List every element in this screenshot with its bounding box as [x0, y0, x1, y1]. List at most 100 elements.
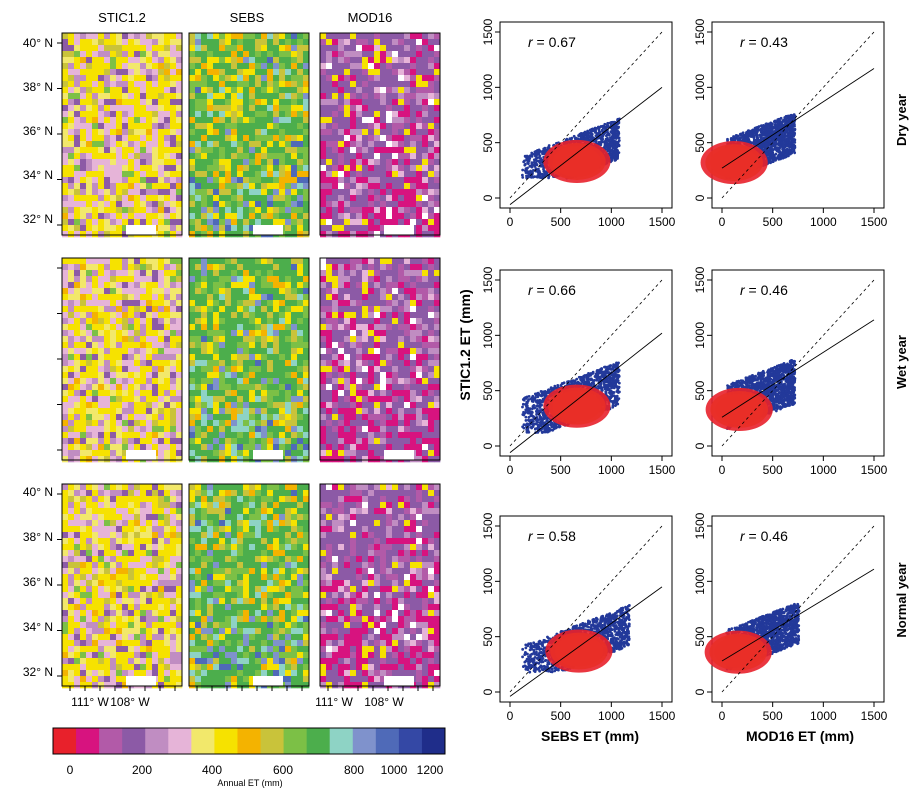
map-cell [86, 231, 93, 238]
map-cell [237, 372, 244, 379]
map-cell [338, 123, 345, 130]
map-cell [62, 93, 69, 100]
map-cell [68, 81, 75, 88]
map-cell [368, 420, 375, 427]
map-cell [374, 111, 381, 118]
map-cell [128, 111, 135, 118]
map-cell [86, 550, 93, 557]
map-cell [68, 652, 75, 659]
map-cell [86, 165, 93, 172]
map-cell [116, 69, 123, 76]
map-cell [356, 432, 363, 439]
map-cell [303, 426, 310, 433]
map-cell [213, 408, 220, 415]
map-cell [134, 318, 141, 325]
map-cell [74, 592, 81, 599]
map-cell [195, 57, 202, 64]
map-cell [176, 159, 183, 166]
map-cell [338, 402, 345, 409]
map-cell [68, 147, 75, 154]
map-cell [416, 231, 423, 238]
map-cell [80, 117, 87, 124]
map-cell [86, 484, 93, 491]
map-cell [416, 336, 423, 343]
map-cell [104, 550, 111, 557]
map-cell [170, 300, 177, 307]
map-cell [255, 348, 262, 355]
map-cell [243, 490, 250, 497]
map-cell [189, 81, 196, 88]
map-cell [116, 189, 123, 196]
map-cell [362, 81, 369, 88]
map-cell [267, 195, 274, 202]
map-cell [74, 282, 81, 289]
map-cell [92, 306, 99, 313]
map-cell [404, 324, 411, 331]
map-cell [189, 69, 196, 76]
map-cell [279, 87, 286, 94]
map-cell [392, 213, 399, 220]
map-cell [68, 580, 75, 587]
map-cell [410, 384, 417, 391]
map-cell [231, 532, 238, 539]
map-cell [243, 294, 250, 301]
map-cell [320, 444, 327, 451]
map-cell [92, 664, 99, 671]
map-cell [189, 354, 196, 361]
map-cell [279, 129, 286, 136]
map-cell [362, 123, 369, 130]
map-cell [62, 258, 69, 265]
map-cell [164, 616, 171, 623]
map-cell [98, 622, 105, 629]
map-cell [404, 165, 411, 172]
map-cell [170, 586, 177, 593]
map-cell [189, 294, 196, 301]
map-cell [104, 562, 111, 569]
map-cell [74, 111, 81, 118]
map-cell [176, 646, 183, 653]
map-cell [279, 532, 286, 539]
map-cell [267, 141, 274, 148]
map-cell [237, 39, 244, 46]
map-cell [74, 682, 81, 689]
map-cell [170, 105, 177, 112]
map-cell [134, 378, 141, 385]
map-cell [68, 634, 75, 641]
map-cell [170, 165, 177, 172]
map-cell [86, 51, 93, 58]
map-cell [86, 45, 93, 52]
map-cell [104, 414, 111, 421]
map-cell [140, 360, 147, 367]
map-cell [170, 270, 177, 277]
map-cell [416, 153, 423, 160]
map-cell [104, 402, 111, 409]
map-cell [273, 282, 280, 289]
map-cell [350, 348, 357, 355]
map-cell [285, 219, 292, 226]
map-cell [140, 117, 147, 124]
map-cell [189, 342, 196, 349]
map-cell [249, 330, 256, 337]
map-cell [68, 408, 75, 415]
map-cell [195, 414, 202, 421]
map-cell [273, 51, 280, 58]
map-cell [68, 336, 75, 343]
map-cell [213, 354, 220, 361]
map-cell [380, 288, 387, 295]
map-cell [68, 300, 75, 307]
map-cell [285, 183, 292, 190]
map-cell [219, 288, 226, 295]
map-cell [164, 574, 171, 581]
map-cell [428, 105, 435, 112]
map-cell [122, 538, 129, 545]
map-cell [140, 484, 147, 491]
map-cell [303, 189, 310, 196]
map-cell [110, 141, 117, 148]
map-cell [291, 270, 298, 277]
map-cell [207, 276, 214, 283]
map-cell [86, 183, 93, 190]
map-cell [80, 123, 87, 130]
map-cell [356, 276, 363, 283]
map-cell [344, 270, 351, 277]
map-cell [158, 562, 165, 569]
